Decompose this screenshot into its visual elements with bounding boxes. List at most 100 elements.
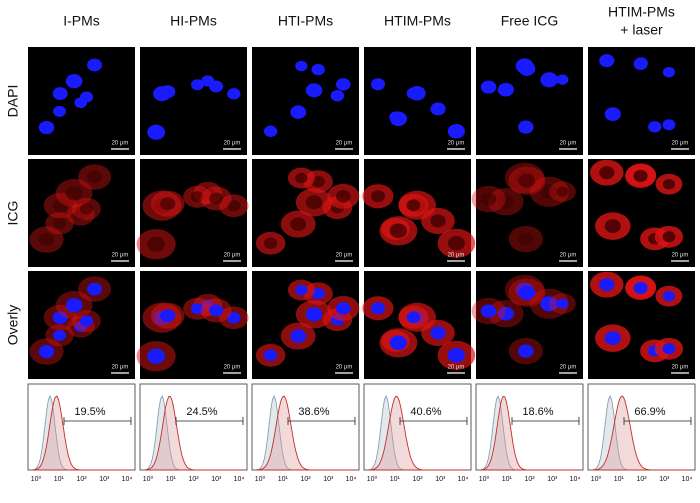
- column-title: HTIM-PMs: [608, 4, 675, 20]
- nucleus: [53, 329, 66, 341]
- nucleus: [556, 74, 569, 85]
- nucleus: [79, 91, 94, 103]
- axis-tick-label: 10³: [211, 476, 222, 483]
- micrograph: [364, 47, 471, 155]
- nucleus-dark: [389, 223, 408, 239]
- nucleus: [227, 88, 241, 100]
- nucleus: [52, 311, 68, 324]
- nucleus: [311, 63, 325, 76]
- nucleus: [65, 74, 83, 89]
- nucleus: [604, 107, 621, 122]
- nucleus-dark: [53, 217, 66, 229]
- axis-tick-label: 10³: [435, 476, 446, 483]
- axis-tick-label: 10¹: [390, 476, 401, 483]
- nucleus: [540, 296, 559, 312]
- nucleus: [389, 111, 408, 127]
- nucleus: [447, 348, 465, 363]
- row-label: Overly: [5, 305, 21, 345]
- axis-tick-label: 10⁰: [479, 475, 490, 483]
- scale-bar-label: 20 μm: [448, 365, 465, 371]
- nucleus: [599, 54, 615, 68]
- axis-tick-label: 10²: [412, 476, 423, 483]
- column-title: + laser: [620, 22, 663, 38]
- nucleus: [147, 348, 166, 364]
- nucleus: [190, 79, 204, 91]
- sample-curve: [367, 395, 467, 471]
- nucleus: [190, 303, 204, 315]
- gate-percent: 19.5%: [74, 406, 105, 418]
- nucleus: [290, 329, 307, 343]
- nucleus: [53, 105, 66, 117]
- nucleus: [599, 278, 615, 292]
- nucleus: [330, 90, 345, 102]
- axis-tick-label: 10¹: [54, 476, 65, 483]
- scale-bar-label: 20 μm: [448, 141, 465, 147]
- axis-tick-label: 10¹: [614, 476, 625, 483]
- nucleus: [160, 309, 176, 323]
- nucleus: [79, 315, 94, 327]
- column-title: HI-PMs: [170, 13, 217, 29]
- scale-bar-label: 20 μm: [336, 253, 353, 259]
- nucleus-dark: [79, 203, 94, 215]
- nucleus: [604, 331, 621, 346]
- nucleus-dark: [38, 232, 55, 247]
- axis-tick-label: 10⁰: [591, 475, 602, 483]
- row-label: DAPI: [5, 85, 21, 118]
- nucleus: [370, 78, 386, 91]
- scale-bar-label: 20 μm: [112, 253, 129, 259]
- scale-bar-label: 20 μm: [336, 141, 353, 147]
- axis-tick-label: 10⁴: [234, 476, 245, 483]
- nucleus-dark: [147, 236, 166, 252]
- nucleus: [662, 66, 676, 78]
- nucleus: [335, 302, 351, 315]
- axis-tick-label: 10⁴: [458, 476, 469, 483]
- nucleus-dark: [335, 190, 351, 203]
- nucleus: [497, 306, 514, 321]
- scale-bar-label: 20 μm: [336, 365, 353, 371]
- scale-bar-label: 20 μm: [560, 365, 577, 371]
- nucleus-dark: [447, 236, 465, 251]
- sample-curve: [591, 395, 691, 471]
- gate-percent: 38.6%: [298, 406, 329, 418]
- nucleus: [480, 304, 497, 318]
- nucleus-dark: [295, 172, 308, 184]
- nucleus: [518, 285, 536, 300]
- nucleus: [38, 120, 55, 135]
- scale-bar-label: 20 μm: [672, 365, 689, 371]
- column-title: HTIM-PMs: [384, 13, 451, 29]
- nucleus-dark: [604, 219, 621, 234]
- nucleus-dark: [480, 192, 497, 206]
- sample-curve: [31, 395, 131, 471]
- nucleus: [406, 311, 421, 324]
- nucleus: [497, 82, 514, 97]
- nucleus: [290, 105, 307, 119]
- nucleus-dark: [370, 190, 386, 203]
- gate-percent: 66.9%: [634, 406, 665, 418]
- axis-tick-label: 10²: [300, 476, 311, 483]
- nucleus: [430, 102, 446, 116]
- nucleus: [430, 326, 446, 340]
- nucleus: [518, 344, 534, 358]
- nucleus: [295, 284, 308, 296]
- axis-tick-label: 10²: [188, 476, 199, 483]
- nucleus: [540, 72, 559, 88]
- nucleus: [38, 344, 55, 359]
- nucleus: [518, 61, 536, 76]
- nucleus: [335, 78, 351, 91]
- nucleus: [406, 87, 421, 100]
- nucleus: [263, 349, 278, 361]
- nucleus: [305, 83, 323, 98]
- nucleus: [633, 281, 648, 295]
- nucleus: [52, 87, 68, 100]
- gate-percent: 18.6%: [522, 406, 553, 418]
- axis-tick-label: 10²: [636, 476, 647, 483]
- sample-curve: [479, 395, 579, 471]
- nucleus: [447, 124, 465, 139]
- scale-bar-label: 20 μm: [560, 141, 577, 147]
- axis-tick-label: 10⁰: [143, 475, 154, 483]
- scale-bar-label: 20 μm: [224, 141, 241, 147]
- nucleus-dark: [430, 214, 446, 228]
- nucleus: [648, 121, 662, 133]
- scale-bar-label: 20 μm: [448, 253, 465, 259]
